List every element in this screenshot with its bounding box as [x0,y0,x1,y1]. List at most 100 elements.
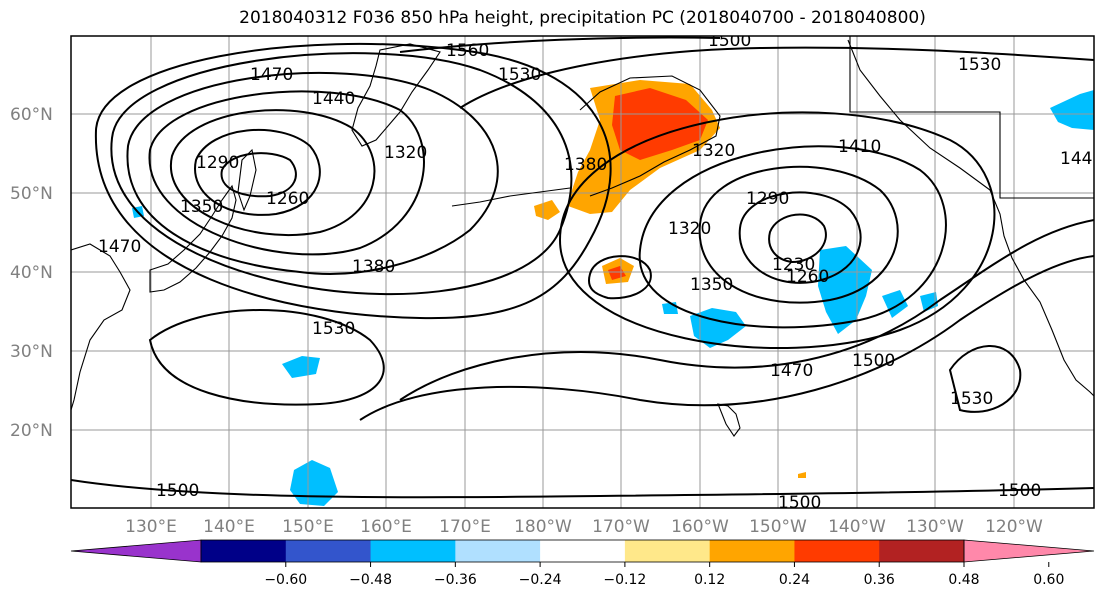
contour-1290-low-east [738,191,862,284]
lon-label-160e: 160°E [360,517,412,537]
colorbar-tick-label: 0.48 [948,572,979,588]
lon-label-160w: 160°W [671,517,729,537]
contour-1260-low [220,152,297,198]
coastlines [71,36,1094,437]
contour-1470 [94,42,612,320]
lat-label-20n: 20°N [10,421,53,441]
contour-1290-low [194,128,321,216]
lat-label-60n: 60°N [10,105,53,125]
contour-label: 1350 [180,197,223,217]
contour-label: 1440 [312,89,355,109]
positive-anomaly-alaska-core [612,88,708,160]
colorbar-swatch [370,540,456,562]
contour-label: 1440 [1060,149,1103,169]
lon-label-150e: 150°E [282,517,334,537]
colorbar-extend-low [70,539,202,563]
longitude-labels: 130°E 140°E 150°E 160°E 170°E 180°W 170°… [125,517,1043,537]
lon-label-150w: 150°W [749,517,807,537]
coast-kamchatka [351,43,441,147]
negative-anomaly-east1 [882,290,908,318]
contour-label: 1260 [786,267,829,287]
coast-asia-mainland [71,243,131,411]
lon-label-130w: 130°W [906,517,964,537]
contour-labels: 1560 1500 1530 1530 1470 1440 1290 1260 … [98,31,1103,513]
contour-label: 1290 [746,189,789,209]
colorbar-tick-label: −0.48 [349,572,392,588]
contour-label: 1410 [838,137,881,157]
lat-label-40n: 40°N [10,263,53,283]
lon-label-170w: 170°W [592,517,650,537]
colorbar-swatch [879,540,965,562]
contour-closed-central [588,255,652,300]
contour-1410-east [558,111,996,349]
lon-label-130e: 130°E [125,517,177,537]
colorbar-swatch [455,540,541,562]
contour-label: 1500 [708,31,751,51]
contour-1470-wide [399,219,1094,401]
contour-1530-southeast [948,345,1022,413]
negative-anomaly-northeast [1050,90,1094,130]
contour-label: 1530 [312,319,355,339]
colorbar-swatches [70,539,1095,563]
contour-label: 1560 [446,41,489,61]
contour-1500-south [71,479,1094,499]
colorbar-swatch [201,540,287,562]
colorbar-extend-high [963,539,1095,563]
colorbar-tick-label: −0.60 [264,572,307,588]
negative-anomaly-southwest [290,460,338,506]
lon-label-140e: 140°E [203,517,255,537]
colorbar-tick-label: −0.36 [434,572,477,588]
contour-1320-low [169,109,376,237]
map-title: 2018040312 F036 850 hPa height, precipit… [239,8,926,28]
contour-1320-east [698,165,899,304]
map-frame [70,35,1095,509]
lon-label-170e: 170°E [439,517,491,537]
colorbar-swatch [285,540,372,562]
contour-label: 1380 [564,155,607,175]
contour-label: 1500 [852,351,895,371]
colorbar-swatch [794,540,880,562]
negative-anomaly-east2 [920,292,938,312]
colorbar-swatch [540,540,626,562]
colorbar-swatch [709,540,795,562]
colorbar-tick-label: 0.36 [864,572,895,588]
lat-label-30n: 30°N [10,342,53,362]
contour-1500-wide [359,255,1094,421]
colorbar-tick-label: 0.60 [1033,572,1064,588]
contour-label: 1530 [958,55,1001,75]
contour-label: 1380 [352,257,395,277]
contour-1530-south [148,309,385,406]
colorbar-tick-label: 0.24 [779,572,810,588]
contour-label: 1530 [498,65,541,85]
contour-label: 1500 [778,493,821,513]
contour-1530-north [459,46,1094,109]
coast-alaska [579,75,721,197]
lon-label-180: 180°W [514,517,572,537]
contour-label: 1320 [692,141,735,161]
contour-1230-low-east [768,213,827,264]
height-contours [71,36,1094,499]
contour-label: 1470 [770,361,813,381]
colorbar: −0.60 −0.48 −0.36 −0.24 −0.12 0.12 0.24 0.36 0.4… [70,539,1095,588]
colorbar-ticks: −0.60 −0.48 −0.36 −0.24 −0.12 0.12 0.24 0.36 0.4… [264,562,1064,588]
latitude-labels: 60°N 50°N 40°N 30°N 20°N [10,105,53,441]
contour-label: 1350 [690,275,733,295]
colorbar-tick-label: −0.12 [603,572,646,588]
contour-1350-low [148,90,425,256]
contour-label: 1290 [196,153,239,173]
positive-anomaly-hawaii [798,472,806,478]
colorbar-tick-label: 0.12 [694,572,725,588]
negative-anomaly-gulf [818,246,872,334]
coast-canada-border [849,36,1094,199]
contour-label: 1470 [250,65,293,85]
coast-hawaii [717,403,741,437]
positive-anomaly-small-west [534,200,560,220]
contour-1560-north [399,36,721,53]
contour-1350-east [638,145,947,329]
contour-1380-band [126,71,499,275]
coast-aleutians [451,187,571,207]
contour-label: 1500 [998,481,1041,501]
colorbar-swatch [624,540,711,562]
lon-label-120w: 120°W [985,517,1043,537]
